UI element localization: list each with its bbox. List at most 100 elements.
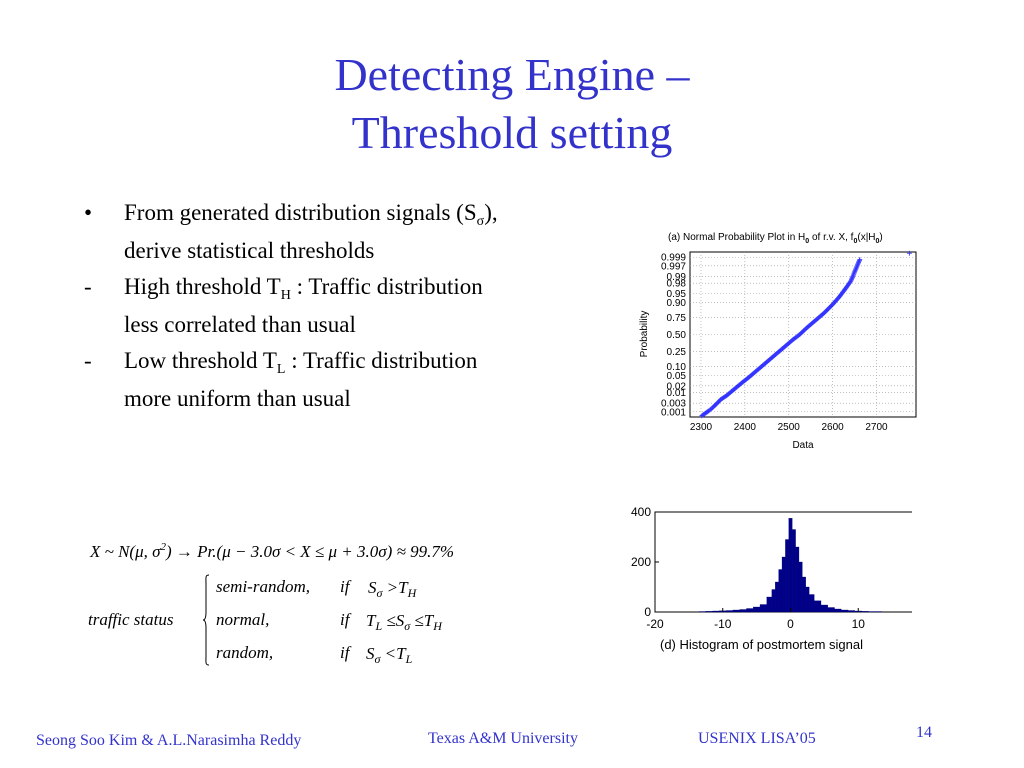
chart-title: (d) Histogram of postmortem signal	[660, 637, 863, 652]
histogram-bar	[805, 586, 810, 613]
formula-rhs: ) → Pr.(μ − 3.0σ < X ≤ μ + 3.0σ) ≈ 99.7%	[166, 542, 455, 561]
x-tick-label: 2600	[821, 422, 844, 433]
histogram-bar	[841, 609, 849, 613]
histogram-bar	[771, 589, 776, 613]
y-tick-label: 0	[644, 605, 651, 619]
histogram-bar	[778, 569, 783, 613]
data-point	[848, 277, 854, 283]
histogram-bar	[868, 611, 876, 613]
bullet-subscript: L	[276, 362, 286, 377]
cond-var: S	[366, 644, 375, 663]
footer-university: Texas A&M University	[428, 730, 578, 747]
y-tick-label: 0.997	[661, 261, 686, 272]
plot-frame	[689, 251, 917, 418]
data-point	[906, 250, 912, 256]
y-tick-label: 0.25	[667, 347, 687, 358]
y-tick-label: 0.95	[667, 289, 687, 300]
histogram-bar	[775, 581, 779, 613]
cond-op: ≤S	[382, 611, 405, 630]
normal-probability-plot: (a) Normal Probability Plot in H0 of r.v…	[639, 232, 917, 451]
cond-op: <T	[380, 644, 406, 663]
histogram-bar	[766, 596, 773, 613]
data-point	[852, 268, 858, 274]
histogram-bar	[705, 611, 713, 613]
bullet-text: Low threshold T	[124, 348, 277, 373]
data-point	[852, 269, 858, 275]
data-point	[855, 262, 861, 268]
case-label: normal,	[216, 610, 270, 629]
data-point	[852, 267, 858, 273]
bullet-item: - High threshold TH : Traffic distributi…	[84, 270, 504, 342]
x-axis-label: Data	[792, 440, 814, 451]
cond-op: ≤T	[410, 611, 434, 630]
data-point	[856, 260, 862, 266]
page-number: 14	[916, 724, 932, 741]
case-if: if	[340, 577, 350, 596]
cond-sub: σ	[376, 586, 383, 600]
x-tick-label: 2700	[865, 422, 888, 433]
cond-sub: H	[433, 619, 442, 633]
case-if: if	[340, 643, 350, 662]
x-tick-label: -20	[646, 617, 664, 631]
bullet-text-tail: ), derive statistical thresholds	[124, 200, 498, 263]
bullet-item: • From generated distribution signals (S…	[84, 196, 504, 268]
x-tick-label: -10	[714, 617, 732, 631]
case-condition: Sσ <TL	[366, 644, 412, 666]
cond-var: S	[368, 578, 377, 597]
curly-brace	[202, 574, 210, 666]
histogram-bar	[834, 608, 842, 613]
formula-lhs: X ~ N(μ, σ	[90, 542, 161, 561]
chart-title: (a) Normal Probability Plot in H0 of r.v…	[668, 232, 883, 245]
y-tick-label: 0.90	[667, 298, 687, 309]
histogram-bar	[808, 594, 815, 613]
data-point	[849, 276, 855, 282]
bullet-text: From generated distribution signals (S	[124, 200, 477, 225]
data-point	[854, 264, 860, 270]
histogram-bar	[753, 606, 761, 613]
y-tick-label: 0.003	[661, 399, 686, 410]
histogram-bar	[698, 611, 706, 613]
histogram-bar	[802, 576, 806, 613]
formula-superscript: 2	[160, 541, 167, 553]
bullet-marker: -	[84, 348, 92, 373]
histogram-bar	[732, 609, 740, 613]
data-point	[850, 273, 856, 279]
bullet-list: • From generated distribution signals (S…	[84, 196, 504, 418]
data-point	[856, 259, 862, 265]
case-label: semi-random,	[216, 577, 310, 596]
case-condition: TL ≤Sσ ≤TH	[366, 611, 442, 633]
histogram-bar	[788, 518, 793, 613]
histogram-bar	[781, 556, 786, 613]
data-point	[853, 265, 859, 271]
y-tick-label: 0.02	[667, 381, 687, 392]
case-label: random,	[216, 643, 274, 662]
histogram-bar	[861, 611, 869, 613]
y-tick-label: 0.75	[667, 313, 687, 324]
x-tick-label: 10	[852, 617, 866, 631]
data-point	[853, 266, 859, 272]
histogram-bar	[814, 600, 822, 613]
case-if: if	[340, 610, 350, 629]
histogram-bar	[827, 607, 835, 613]
histogram-bar	[739, 609, 747, 613]
histogram-bar	[785, 539, 789, 613]
title-line-2: Threshold setting	[351, 107, 673, 158]
x-tick-label: 2300	[690, 422, 713, 433]
histogram-bar	[820, 604, 828, 613]
cond-op: >T	[382, 578, 408, 597]
cond-sub: σ	[374, 652, 381, 666]
case-condition: Sσ >TH	[368, 578, 416, 600]
footer-authors: Seong Soo Kim & A.L.Narasimha Reddy	[36, 732, 302, 749]
histogram-bar	[725, 610, 734, 613]
data-point	[854, 263, 860, 269]
x-tick-label: 2400	[734, 422, 757, 433]
cond-sub: L	[375, 619, 383, 633]
data-point	[848, 278, 854, 284]
data-point	[849, 274, 855, 280]
cond-var: T	[366, 611, 376, 630]
y-tick-label: 400	[631, 505, 651, 519]
y-tick-label: 0.98	[667, 279, 687, 290]
cond-sub: σ	[404, 619, 411, 633]
y-tick-label: 0.50	[667, 330, 687, 341]
